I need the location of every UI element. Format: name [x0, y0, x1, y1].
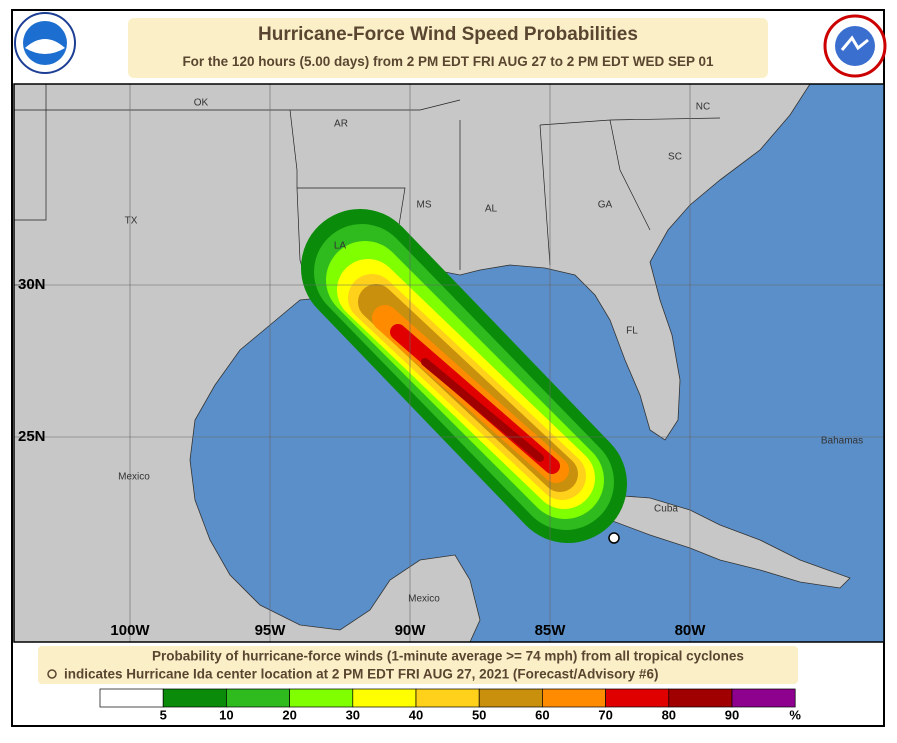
- place-label: TX: [125, 216, 138, 227]
- place-label: AL: [485, 204, 498, 215]
- storm-center: [608, 532, 620, 544]
- probability-swath: [301, 209, 627, 543]
- legend-tick: 10: [219, 707, 233, 722]
- subtitle: For the 120 hours (5.00 days) from 2 PM …: [182, 54, 714, 69]
- legend-swatch: [226, 688, 290, 708]
- legend-swatch: [415, 688, 480, 708]
- legend-tick: 60: [535, 707, 549, 722]
- place-label: NC: [696, 102, 710, 113]
- legend: 5 10 20 30 40 50 60 70 80 90%: [99, 688, 801, 722]
- place-label: Bahamas: [821, 436, 863, 447]
- map-border: [13, 83, 885, 643]
- place-label: MS: [417, 200, 432, 211]
- lon-label: 80W: [675, 622, 707, 639]
- footer-line2: indicates Hurricane Ida center location …: [64, 667, 658, 682]
- legend-tick: 50: [472, 707, 486, 722]
- noaa-logo: [14, 12, 76, 74]
- legend-swatch: [99, 688, 164, 708]
- legend-tick: 30: [346, 707, 360, 722]
- place-label: LA: [334, 241, 347, 252]
- legend-swatch: [605, 688, 670, 708]
- legend-tick: 80: [662, 707, 676, 722]
- title-box: [128, 18, 768, 78]
- place-label: AR: [334, 119, 348, 130]
- place-label: Mexico: [118, 472, 150, 483]
- lat-label: 25N: [18, 428, 46, 445]
- lat-label: 30N: [18, 276, 46, 293]
- legend-swatch: [542, 688, 606, 708]
- legend-swatch: [352, 688, 417, 708]
- map-labels: OK AR MS AL GA SC NC TX LA FL Mexico Mexico Cuba Baha…: [118, 98, 863, 605]
- legend-tick: 40: [409, 707, 423, 722]
- swath-band: [421, 358, 544, 462]
- graticule: 30N 25N 100W 95W 90W 85W 80W: [14, 84, 884, 642]
- legend-swatch: [162, 688, 227, 708]
- lon-label: 100W: [110, 622, 150, 639]
- place-label: SC: [668, 152, 682, 163]
- cuba: [543, 494, 851, 589]
- place-label: OK: [194, 98, 209, 109]
- legend-tick: 5: [160, 707, 167, 722]
- legend-tick: 70: [598, 707, 612, 722]
- nws-logo: [823, 14, 887, 78]
- lon-label: 90W: [395, 622, 427, 639]
- place-label: FL: [626, 326, 638, 337]
- legend-swatch: [478, 688, 543, 708]
- center-symbol: [47, 669, 57, 679]
- legend-swatch: [731, 688, 796, 708]
- lon-label: 85W: [535, 622, 567, 639]
- lon-label: 95W: [255, 622, 287, 639]
- place-label: GA: [598, 200, 613, 211]
- legend-unit: %: [789, 707, 801, 722]
- title: Hurricane-Force Wind Speed Probabilities: [258, 24, 638, 45]
- footer-box: [38, 646, 798, 684]
- place-label: Mexico: [408, 594, 440, 605]
- place-label: Cuba: [654, 504, 678, 515]
- footer-line1: Probability of hurricane-force winds (1-…: [152, 649, 744, 664]
- legend-tick: 20: [282, 707, 296, 722]
- map: 30N 25N 100W 95W 90W 85W 80W OK AR MS AL GA SC NC TX L…: [14, 84, 884, 642]
- legend-swatch: [668, 688, 733, 708]
- legend-swatch: [289, 688, 354, 708]
- legend-tick: 90: [725, 707, 739, 722]
